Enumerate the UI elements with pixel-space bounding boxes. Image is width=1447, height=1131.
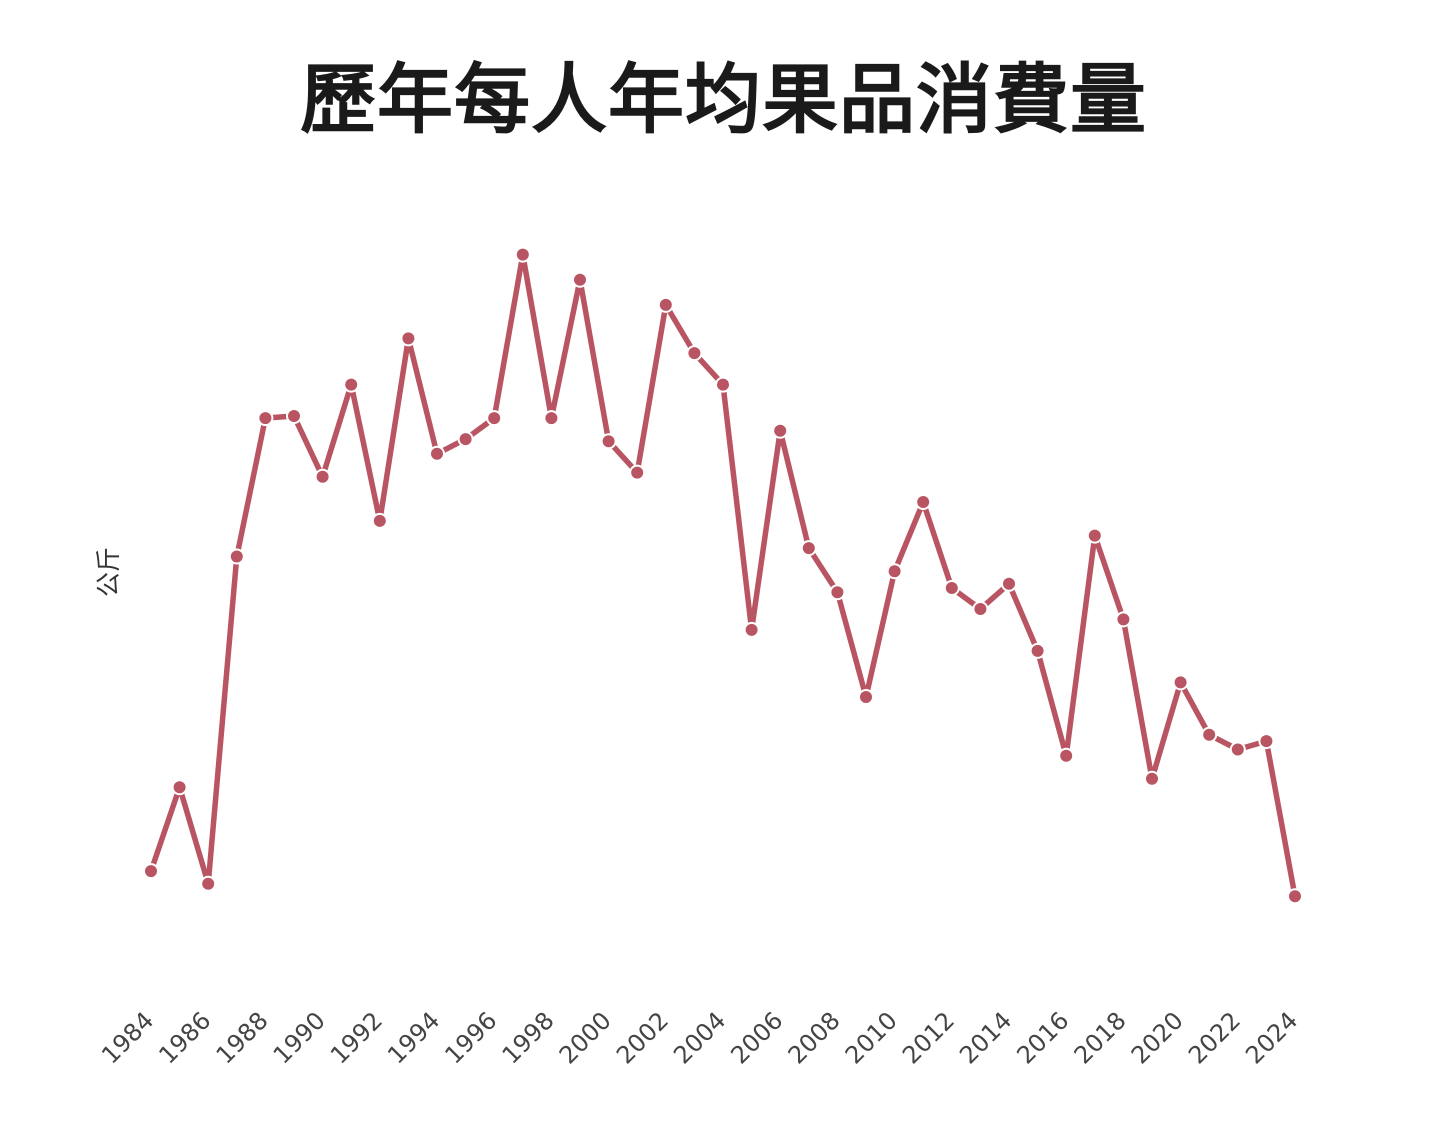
data-point-1987 — [228, 548, 245, 565]
x-tick-label: 2002 — [611, 1006, 674, 1069]
x-tick-label: 2022 — [1183, 1006, 1246, 1069]
x-tick-label: 2008 — [783, 1006, 846, 1069]
series-group — [143, 246, 1303, 905]
x-tick-label: 2018 — [1069, 1006, 1132, 1069]
data-point-1997 — [514, 246, 531, 263]
x-tick-label: 1986 — [153, 1006, 216, 1069]
data-point-1999 — [572, 271, 588, 288]
data-point-1986 — [200, 875, 217, 892]
data-point-2009 — [858, 689, 874, 705]
data-point-2007 — [800, 540, 817, 557]
data-point-2012 — [943, 580, 960, 596]
data-point-1990 — [314, 468, 331, 485]
x-tick-label: 2024 — [1240, 1006, 1303, 1069]
data-point-2015 — [1029, 642, 1046, 659]
x-tick-label: 2014 — [954, 1006, 1017, 1069]
data-point-2010 — [886, 563, 903, 580]
data-point-1998 — [543, 410, 560, 427]
data-point-2004 — [715, 376, 731, 393]
data-point-1994 — [429, 445, 445, 462]
x-tick-label: 2000 — [554, 1006, 617, 1069]
x-tick-label: 1990 — [268, 1006, 331, 1069]
data-point-1995 — [457, 431, 474, 448]
data-point-2000 — [600, 433, 617, 450]
data-point-2024 — [1287, 888, 1303, 905]
x-tick-label: 1996 — [439, 1006, 502, 1069]
data-point-2008 — [829, 584, 846, 601]
data-point-1985 — [171, 779, 188, 796]
x-tick-label: 2004 — [668, 1006, 731, 1069]
data-point-2002 — [657, 296, 674, 313]
x-tick-label: 1998 — [497, 1006, 560, 1069]
x-tick-label: 1992 — [325, 1006, 388, 1069]
data-point-2017 — [1086, 527, 1103, 544]
data-point-2006 — [772, 422, 789, 439]
data-point-2023 — [1258, 733, 1275, 750]
x-tick-label: 2020 — [1126, 1006, 1189, 1069]
data-point-1993 — [400, 330, 417, 347]
data-point-2022 — [1229, 741, 1246, 758]
x-tick-label: 1984 — [96, 1006, 159, 1069]
data-point-2014 — [1001, 575, 1017, 592]
data-point-1991 — [343, 376, 360, 393]
data-point-2021 — [1201, 726, 1218, 743]
x-tick-label: 2006 — [725, 1006, 788, 1069]
data-point-2020 — [1172, 674, 1189, 691]
x-axis-tick-labels: 1984198619881990199219941996199820002002… — [96, 1006, 1303, 1069]
data-point-1992 — [371, 512, 388, 529]
data-point-2018 — [1115, 611, 1132, 628]
data-point-2013 — [972, 601, 989, 617]
data-point-2001 — [629, 464, 646, 481]
data-point-1984 — [143, 863, 159, 880]
x-tick-label: 2012 — [897, 1006, 960, 1069]
x-tick-label: 1994 — [382, 1006, 445, 1069]
data-point-2019 — [1144, 770, 1160, 787]
data-point-2016 — [1058, 747, 1075, 764]
x-tick-label: 1988 — [211, 1006, 274, 1069]
x-tick-label: 2010 — [840, 1006, 903, 1069]
data-points — [143, 246, 1303, 905]
data-point-1988 — [257, 410, 274, 427]
data-point-1996 — [486, 410, 503, 427]
x-tick-label: 2016 — [1011, 1006, 1074, 1069]
y-axis-label: 公斤 — [94, 547, 123, 597]
series-line — [148, 251, 1298, 900]
data-point-2003 — [686, 345, 703, 362]
data-point-1989 — [286, 408, 302, 424]
data-point-2011 — [915, 494, 932, 510]
data-point-2005 — [743, 621, 760, 638]
chart-title: 歷年每人年均果品消費量 — [300, 55, 1147, 144]
